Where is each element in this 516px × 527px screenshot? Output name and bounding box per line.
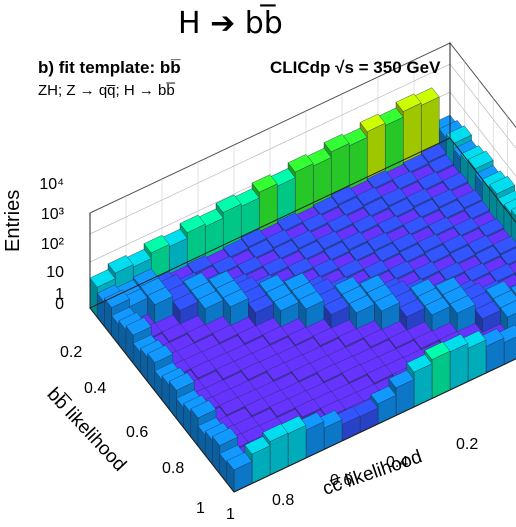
z-tick-label: 10	[46, 264, 64, 281]
bar-top	[298, 291, 325, 310]
bar-top	[492, 235, 516, 254]
y-tick-label: 0.2	[60, 344, 83, 361]
x-tick-label: 0.2	[456, 436, 479, 453]
bar-top	[222, 288, 249, 308]
bar-top	[500, 247, 516, 265]
y-tick-label: 0.4	[84, 380, 107, 397]
bar-top	[147, 344, 174, 364]
bar-top	[424, 341, 451, 360]
bar-top	[262, 423, 289, 442]
z-tick-label: 10⁴	[39, 176, 64, 193]
bar-top	[104, 289, 130, 308]
bar-top	[168, 372, 195, 391]
bar-top	[215, 194, 242, 213]
bar-top	[226, 452, 253, 471]
z-tick-label: 10²	[40, 236, 64, 253]
bar-top	[190, 400, 217, 419]
x-axis	[233, 358, 516, 493]
bar-top	[125, 317, 152, 336]
bar-top	[500, 300, 516, 318]
x-tick-label: 0.8	[272, 492, 295, 509]
collaboration-label: CLICdp √s = 350 GeV	[270, 58, 441, 77]
bar-top	[179, 214, 206, 233]
z-tick-label: 1	[55, 286, 64, 303]
bar-top	[374, 293, 400, 312]
bar-top	[147, 286, 174, 306]
bar-top	[212, 427, 238, 446]
y-tick-label: 0.6	[126, 424, 149, 441]
bar-top	[446, 125, 472, 144]
y-tick-label: 0.8	[162, 460, 185, 477]
bar-top	[89, 269, 116, 288]
process-label: ZH; Z → qq̅; H → bb̅	[38, 82, 175, 99]
bar-top	[449, 295, 476, 314]
z-tick-label: 0	[55, 296, 64, 313]
bar-top	[323, 133, 350, 153]
bar-top	[359, 113, 386, 132]
bar-top	[107, 255, 134, 274]
bar-top	[467, 150, 494, 169]
bar-top	[287, 154, 314, 173]
y-axis	[89, 307, 235, 493]
bar-top	[251, 174, 278, 193]
y-tick-label: 1	[196, 500, 205, 517]
bar-top	[370, 385, 397, 405]
bar-top	[510, 285, 516, 295]
panel-label: b) fit template: bb̅	[38, 58, 181, 77]
bar-top	[489, 175, 516, 195]
z-tick-label: 10³	[40, 206, 64, 223]
bar-top	[406, 354, 433, 373]
bar-top	[510, 207, 516, 217]
bar-top	[492, 289, 516, 309]
x-tick-label: 0.4	[386, 454, 409, 471]
bar-top	[143, 234, 170, 254]
bar-top	[388, 369, 415, 389]
x-tick-label: 1	[226, 506, 235, 523]
page-title: H ➔ bb̅	[178, 6, 283, 41]
x-tick-label: 0.6	[330, 472, 353, 489]
bar-top	[395, 93, 422, 112]
bar-top	[244, 436, 271, 455]
